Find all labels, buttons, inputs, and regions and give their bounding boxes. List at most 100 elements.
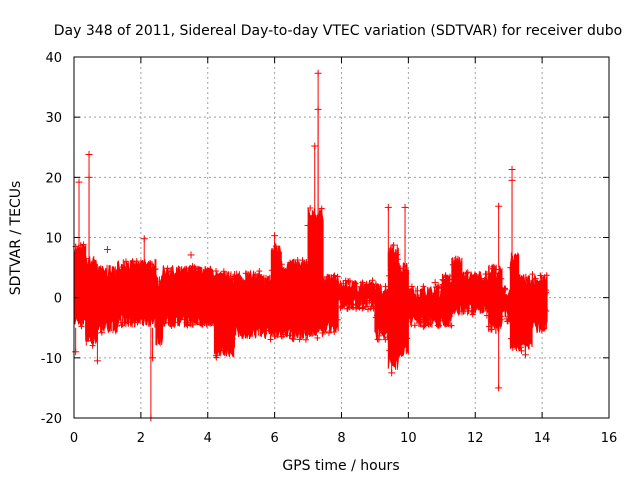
data-point: [83, 288, 90, 295]
axis-ticks: 0 2 4 6 8 10 12 14 16 -20 -10 0 10 20 30 40: [41, 51, 618, 446]
data-point: [103, 246, 111, 254]
data-point: [212, 352, 219, 359]
data-point: [293, 308, 300, 315]
data-point: [187, 251, 195, 259]
data-point: [173, 277, 180, 284]
data-point: [120, 285, 127, 292]
x-tick-label: 4: [204, 431, 212, 446]
data-point: [410, 296, 417, 303]
data-point: [153, 286, 160, 293]
data-point: [342, 287, 349, 294]
data-point: [414, 287, 421, 294]
data-point: [241, 279, 248, 286]
data-point: [489, 280, 496, 287]
data-point: [167, 284, 174, 291]
data-point: [91, 282, 98, 289]
data-point: [140, 235, 148, 243]
data-point: [413, 312, 420, 319]
data-point: [307, 204, 314, 211]
data-point: [507, 335, 514, 342]
data-point: [477, 285, 484, 292]
data-point: [198, 321, 205, 328]
data-point: [147, 314, 154, 321]
data-point: [463, 270, 470, 277]
data-point: [502, 303, 509, 310]
data-point: [75, 178, 83, 186]
data-point: [500, 297, 507, 304]
data-point: [372, 281, 379, 288]
data-point: [408, 283, 415, 290]
data-point: [450, 272, 457, 279]
data-point: [482, 294, 489, 301]
data-point: [229, 335, 236, 342]
data-point: [471, 304, 478, 311]
data-point: [192, 282, 199, 289]
data-point: [79, 316, 86, 323]
data-point: [478, 301, 485, 308]
data-point: [148, 277, 155, 284]
data-point: [189, 321, 196, 328]
data-point: [543, 308, 550, 315]
data-point: [442, 274, 449, 281]
data-point: [494, 313, 501, 320]
data-point: [272, 243, 279, 250]
data-point: [296, 336, 303, 343]
data-point: [486, 279, 493, 286]
data-point: [302, 284, 309, 291]
data-point: [181, 316, 188, 323]
data-point: [439, 276, 446, 283]
data-point: [394, 282, 401, 289]
data-point: [353, 293, 360, 300]
data-point: [304, 330, 311, 337]
data-point: [249, 285, 256, 292]
data-point: [389, 324, 396, 331]
data-point: [302, 336, 309, 343]
data-point: [108, 309, 115, 316]
x-tick-label: 16: [601, 431, 618, 446]
data-point: [125, 319, 132, 326]
data-point: [93, 357, 101, 365]
data-point: [159, 283, 166, 290]
data-point: [366, 299, 373, 306]
data-point: [104, 286, 111, 293]
data-point: [332, 320, 339, 327]
data-point: [325, 329, 332, 336]
data-point: [78, 323, 85, 330]
data-point: [403, 318, 410, 325]
data-point: [193, 311, 200, 318]
data-point: [97, 277, 104, 284]
data-point: [386, 294, 393, 301]
data-point: [395, 322, 402, 329]
data-point: [110, 299, 117, 306]
data-point: [370, 305, 377, 312]
data-point: [508, 176, 516, 184]
data-point: [420, 323, 427, 330]
data-point: [511, 324, 518, 331]
data-point: [512, 276, 519, 283]
data-point: [254, 313, 261, 320]
y-tick-label: 0: [54, 292, 62, 307]
data-point: [284, 285, 291, 292]
data-point: [139, 269, 146, 276]
data-point: [508, 166, 516, 174]
data-point: [300, 329, 307, 336]
data-point: [461, 308, 468, 315]
data-point: [168, 322, 175, 329]
data-point: [314, 105, 322, 113]
data-point: [287, 259, 294, 266]
data-point: [530, 292, 537, 299]
data-point: [103, 309, 110, 316]
data-point: [364, 306, 371, 313]
data-point: [303, 309, 310, 316]
data-point: [98, 329, 105, 336]
data-point: [359, 279, 366, 286]
data-point: [133, 258, 140, 265]
data-point: [100, 316, 107, 323]
x-tick-label: 2: [137, 431, 145, 446]
data-point: [122, 258, 129, 265]
data-point: [331, 272, 338, 279]
data-point: [408, 307, 415, 314]
data-point: [231, 273, 238, 280]
data-point: [526, 308, 533, 315]
data-point: [82, 255, 89, 262]
